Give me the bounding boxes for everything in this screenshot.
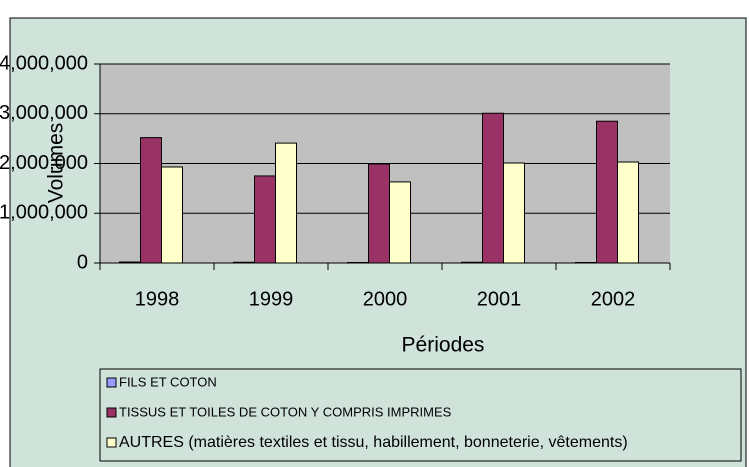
legend-label: FILS ET COTON	[119, 374, 217, 389]
y-tick-label: 1,000,000	[0, 202, 88, 224]
legend-swatch	[106, 377, 117, 388]
x-tick-label: 2002	[591, 288, 636, 310]
bar	[389, 181, 411, 264]
x-tick-label: 2000	[363, 288, 408, 310]
y-tick-label: 0	[77, 251, 88, 273]
bar	[275, 142, 297, 264]
legend-label: AUTRES (matières textiles et tissu, habi…	[119, 434, 628, 451]
bar	[161, 166, 183, 264]
bar	[368, 163, 390, 264]
y-tick-label: 3,000,000	[0, 102, 88, 124]
bar	[254, 175, 276, 264]
x-tick-label: 1998	[135, 288, 180, 310]
y-tick-label: 4,000,000	[0, 52, 88, 74]
legend-swatch	[106, 407, 117, 418]
bar	[140, 137, 162, 264]
legend	[99, 368, 742, 462]
y-tick-label: 2,000,000	[0, 152, 88, 174]
legend-swatch	[106, 437, 117, 448]
x-tick-label: 1999	[249, 288, 294, 310]
bar	[482, 112, 504, 264]
bar	[617, 161, 639, 264]
legend-label: TISSUS ET TOILES DE COTON Y COMPRIS IMPR…	[119, 404, 452, 419]
y-axis-title: Volumes	[45, 123, 68, 204]
bar	[503, 162, 525, 264]
bar	[596, 120, 618, 264]
x-axis-title: Périodes	[402, 334, 485, 357]
x-tick-label: 2001	[477, 288, 522, 310]
